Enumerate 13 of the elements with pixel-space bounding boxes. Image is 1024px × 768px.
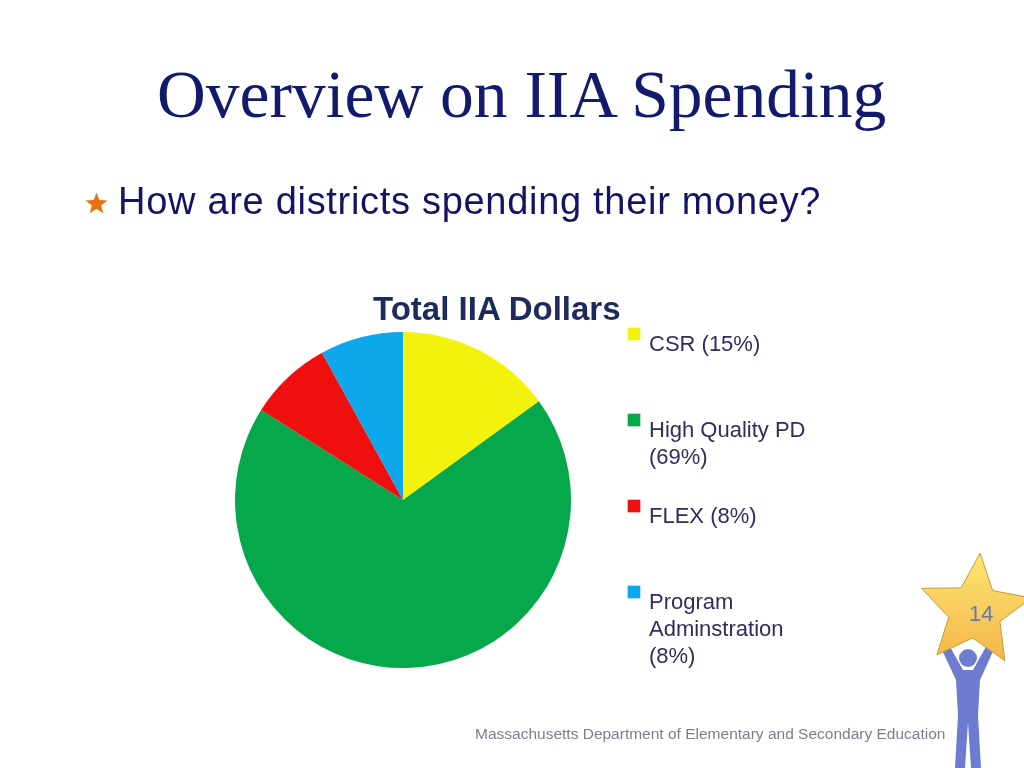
text: Massachusetts Department of Elementary and Secondary Education — [475, 725, 946, 742]
legend-label: CSR (15%) — [649, 331, 761, 356]
text: How are districts spending their money? — [118, 180, 822, 222]
text: Overview on IIA Spending — [157, 57, 887, 132]
pie-slice — [403, 332, 539, 500]
chart-title: Total IIA Dollars — [373, 290, 621, 327]
pie-slice — [322, 332, 403, 500]
legend-label: FLEX (8%) — [649, 503, 757, 528]
text: 14 — [969, 601, 994, 626]
pie-slice — [261, 352, 403, 500]
legend-label: High Quality PD (69%) — [649, 417, 806, 469]
pie-slice — [235, 401, 571, 668]
legend-label: Program Adminstration (8%) — [649, 589, 784, 668]
